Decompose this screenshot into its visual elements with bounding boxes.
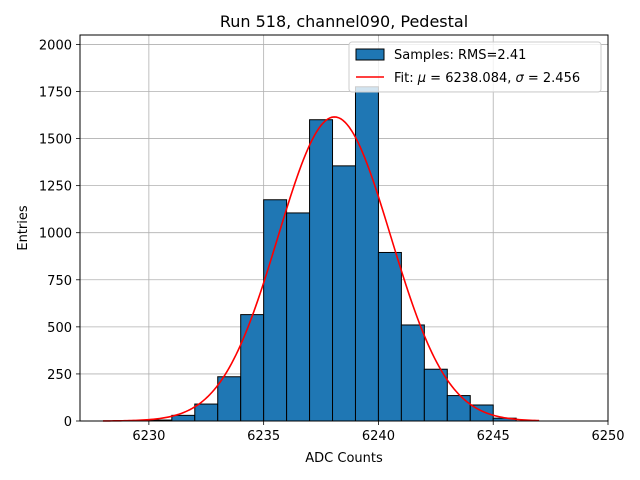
y-tick-label: 1500	[39, 133, 72, 148]
gaussian-fit-curve	[102, 116, 540, 422]
y-tick-label: 1000	[39, 227, 72, 242]
x-tick-label: 6240	[362, 429, 395, 444]
histogram-bar	[171, 414, 196, 422]
x-tick-label: 6230	[132, 429, 165, 444]
legend-histogram-swatch	[355, 48, 385, 61]
legend-box	[348, 41, 602, 93]
y-tick-label: 2000	[39, 38, 72, 53]
histogram-bar	[332, 165, 356, 422]
y-tick-label: 0	[64, 415, 72, 430]
legend-histogram-label: Samples: RMS=2.41	[394, 48, 526, 63]
legend-fit-sigma-value: = 2.456	[524, 71, 580, 86]
x-axis-label: ADC Counts	[305, 451, 383, 466]
x-tick-label: 6245	[477, 429, 510, 444]
legend-mu-symbol: μ	[417, 71, 426, 86]
y-axis-ticks: 0 250 500 750 1000 1250 1500 1750 2000	[39, 38, 80, 430]
histogram-bars	[148, 86, 517, 422]
y-tick-label: 1250	[39, 180, 72, 195]
histogram-bar	[423, 368, 448, 422]
legend-fit-prefix: Fit:	[394, 71, 418, 86]
histogram-bar	[377, 251, 402, 422]
x-tick-label: 6235	[247, 429, 280, 444]
histogram-bar	[400, 324, 425, 422]
histogram-bar	[286, 212, 311, 422]
legend-sigma-symbol: σ	[516, 71, 525, 86]
x-axis-ticks: 6230 6235 6240 6245 6250	[132, 421, 625, 444]
histogram-bar	[194, 403, 219, 422]
legend-fit-mu-value: = 6238.084,	[426, 71, 515, 86]
y-tick-label: 500	[47, 321, 72, 336]
histogram-bar	[263, 199, 288, 422]
histogram-bar	[446, 395, 471, 422]
histogram-bar	[217, 376, 242, 422]
chart-title: Run 518, channel090, Pedestal	[220, 12, 468, 31]
x-tick-label: 6250	[591, 429, 624, 444]
legend-fit-label: Fit: μ = 6238.084, σ = 2.456	[394, 71, 580, 86]
y-axis-label: Entries	[16, 205, 31, 251]
y-tick-label: 750	[47, 274, 72, 289]
fit-line	[102, 116, 540, 422]
y-tick-label: 250	[47, 368, 72, 383]
histogram-bar	[240, 314, 265, 422]
legend: Samples: RMS=2.41 Fit: μ = 6238.084, σ =…	[348, 41, 602, 93]
y-tick-label: 1750	[39, 85, 72, 100]
histogram-bar	[309, 119, 334, 422]
histogram-bar	[354, 86, 379, 422]
plot-frame	[79, 34, 609, 422]
